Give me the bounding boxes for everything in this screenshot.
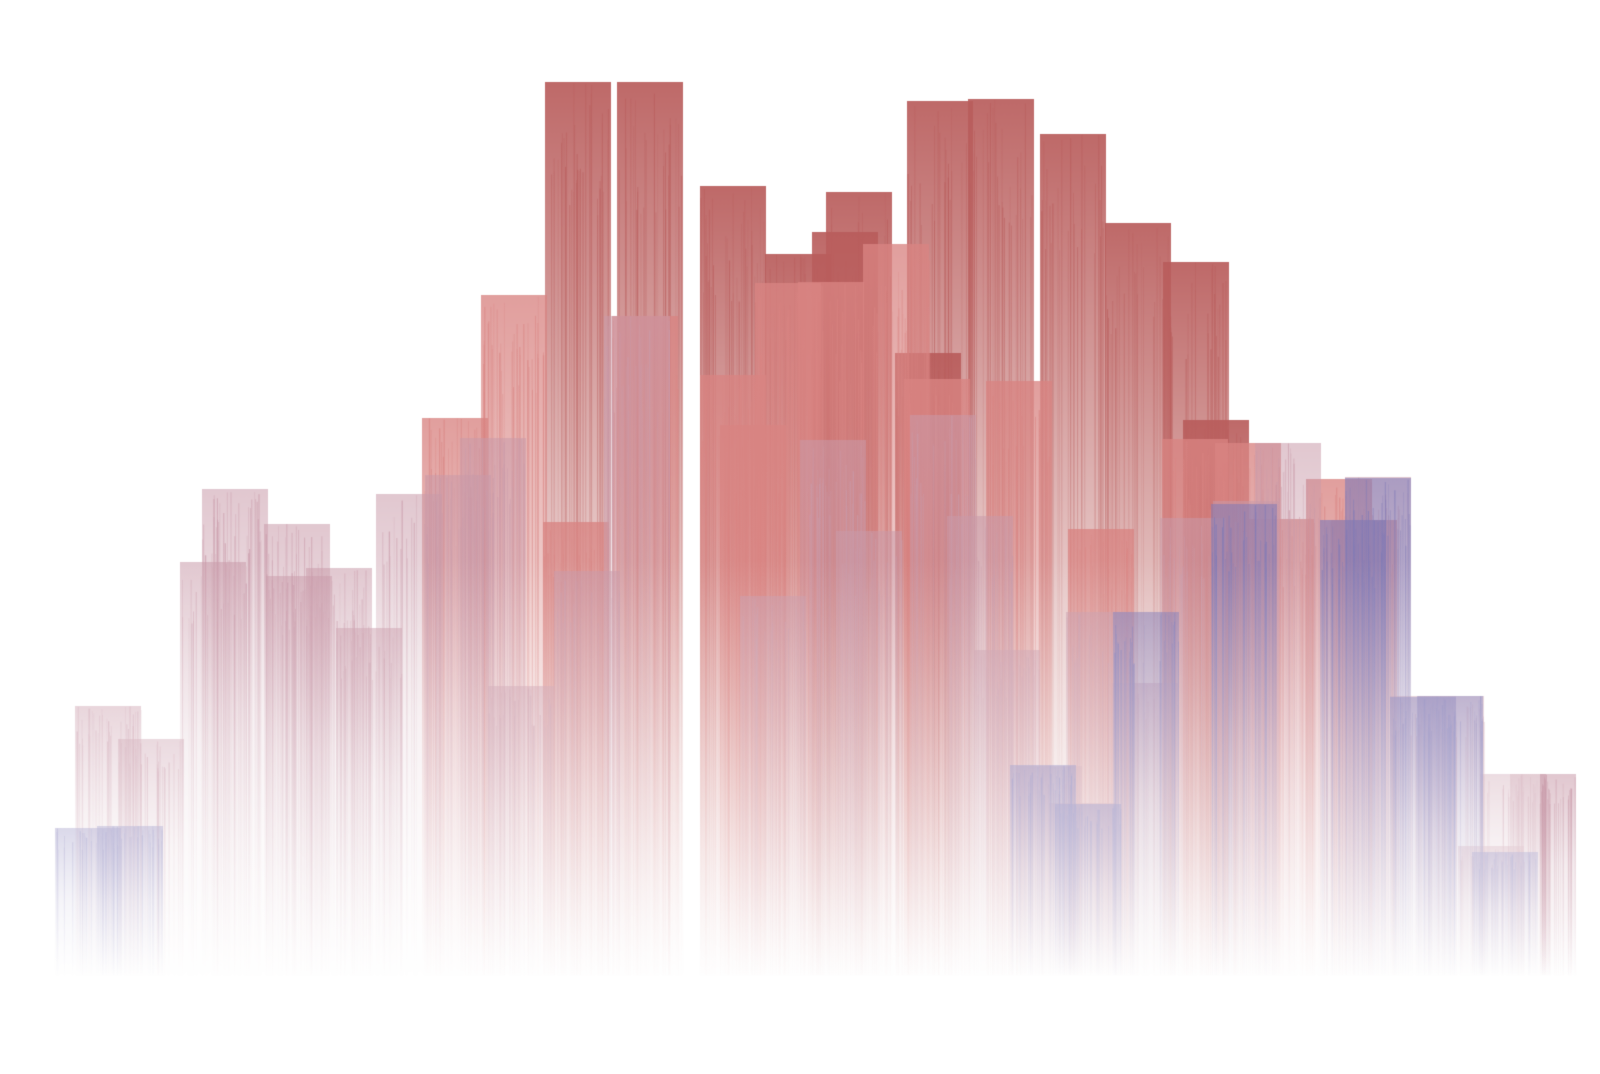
gradient-skyline-artwork: [0, 0, 1600, 1074]
